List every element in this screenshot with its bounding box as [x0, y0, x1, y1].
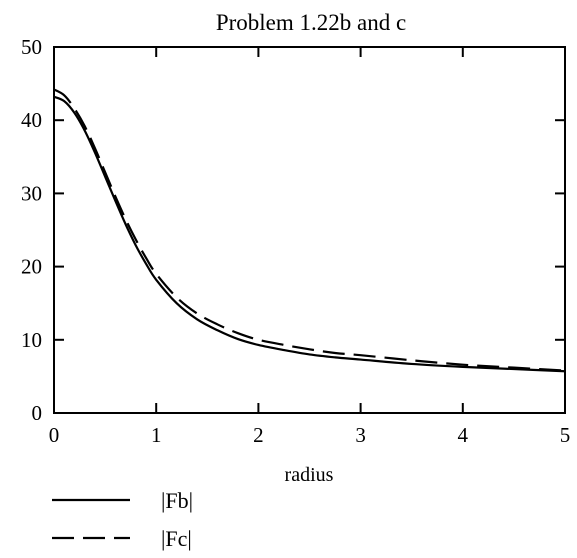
legend-label-fb: |Fb|	[161, 488, 193, 513]
y-tick-label: 30	[21, 181, 42, 205]
y-tick-label: 10	[21, 328, 42, 352]
chart-title: Problem 1.22b and c	[216, 10, 406, 35]
y-tick-label: 40	[21, 108, 42, 132]
x-tick-label: 5	[560, 423, 571, 447]
y-tick-label: 0	[32, 401, 43, 425]
x-tick-label: 0	[49, 423, 60, 447]
x-axis: 0 1 2 3 4 5	[49, 47, 571, 447]
y-tick-label: 50	[21, 35, 42, 59]
x-axis-label: radius	[285, 464, 334, 486]
x-tick-label: 2	[253, 423, 264, 447]
series-layer	[53, 88, 566, 373]
x-tick-label: 4	[458, 423, 469, 447]
x-tick-label: 3	[355, 423, 366, 447]
legend-label-fc: |Fc|	[161, 526, 192, 551]
y-axis: 0 10 20 30 40 50	[21, 35, 565, 425]
x-tick-label: 1	[151, 423, 162, 447]
series-line-fb	[53, 95, 566, 373]
series-line-fc	[53, 88, 566, 372]
plot-frame	[53, 46, 566, 414]
y-tick-label: 20	[21, 255, 42, 279]
legend: |Fb| |Fc|	[52, 488, 193, 551]
